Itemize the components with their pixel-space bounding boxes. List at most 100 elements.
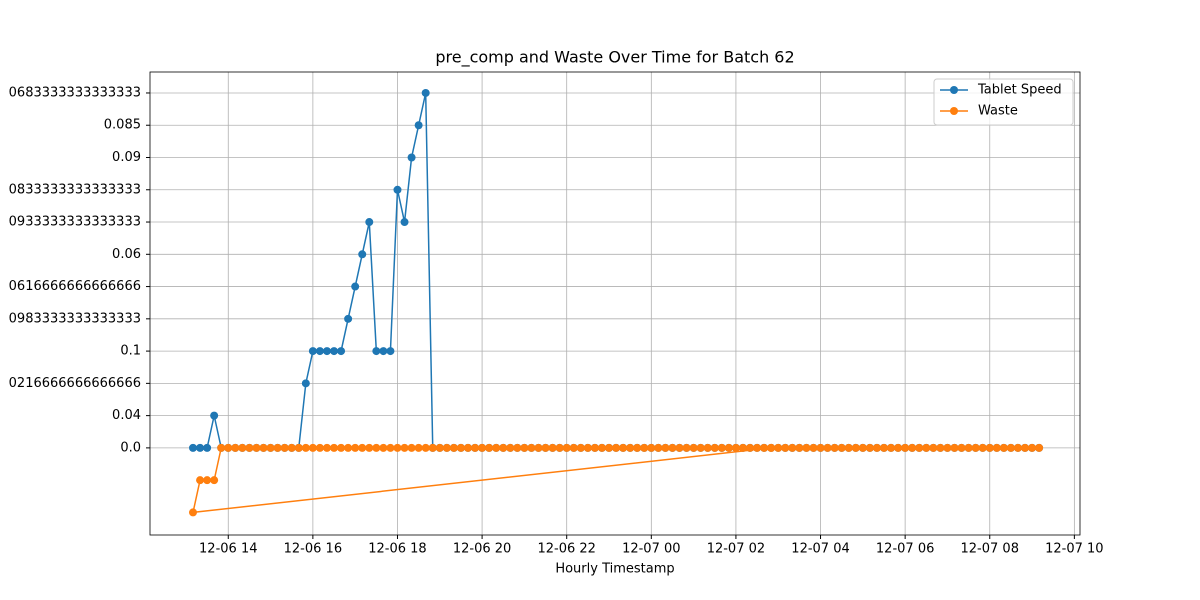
point <box>435 443 444 452</box>
x-tick-label: 12-07 04 <box>791 542 849 557</box>
y-tick-label: 0933333333333333 <box>9 215 141 230</box>
point <box>330 443 339 452</box>
point <box>386 443 395 452</box>
point <box>985 443 994 452</box>
point <box>266 443 275 452</box>
point <box>837 443 846 452</box>
point <box>379 443 388 452</box>
point <box>703 443 712 452</box>
point <box>887 443 896 452</box>
legend-marker <box>950 86 958 94</box>
point <box>280 443 289 452</box>
point <box>753 443 762 452</box>
point <box>358 443 367 452</box>
x-tick-label: 12-07 06 <box>876 542 934 557</box>
point <box>541 443 550 452</box>
point <box>456 443 465 452</box>
point <box>210 476 219 485</box>
point <box>1013 443 1022 452</box>
point <box>231 443 240 452</box>
point <box>1021 443 1030 452</box>
point <box>322 347 331 356</box>
point <box>569 443 578 452</box>
point <box>823 443 832 452</box>
point <box>245 443 254 452</box>
series-line <box>192 447 1040 514</box>
point <box>1028 443 1037 452</box>
point <box>964 443 973 452</box>
y-tick-label: 0.1 <box>120 344 141 359</box>
point <box>865 443 874 452</box>
point <box>576 443 585 452</box>
point <box>301 379 310 388</box>
point <box>238 443 247 452</box>
plot-frame <box>149 71 1081 536</box>
legend-label: Waste <box>978 104 1018 119</box>
point <box>978 443 987 452</box>
point <box>668 443 677 452</box>
point <box>442 443 451 452</box>
point <box>1035 443 1044 452</box>
point <box>463 443 472 452</box>
point <box>386 347 395 356</box>
point <box>802 443 811 452</box>
x-tick-label: 12-07 00 <box>622 542 680 557</box>
chart-title: pre_comp and Waste Over Time for Batch 6… <box>435 48 794 68</box>
point <box>513 443 522 452</box>
point <box>449 443 458 452</box>
point <box>583 443 592 452</box>
y-tick-label: 0983333333333333 <box>9 311 141 326</box>
point <box>879 443 888 452</box>
point <box>760 443 769 452</box>
point <box>407 443 416 452</box>
point <box>901 443 910 452</box>
point <box>259 443 268 452</box>
point <box>633 443 642 452</box>
point <box>809 443 818 452</box>
point <box>273 443 282 452</box>
point <box>520 443 529 452</box>
point <box>612 443 621 452</box>
y-tick-label: 0.09 <box>112 150 141 165</box>
legend-box <box>933 78 1074 126</box>
point <box>929 443 938 452</box>
x-tick-label: 12-06 18 <box>368 542 426 557</box>
point <box>640 443 649 452</box>
point <box>217 443 226 452</box>
point <box>1006 443 1015 452</box>
point <box>301 443 310 452</box>
series <box>189 443 1044 517</box>
point <box>372 347 381 356</box>
point <box>393 185 402 194</box>
point <box>696 443 705 452</box>
y-tick-label: 0616666666666666 <box>9 279 141 294</box>
point <box>936 443 945 452</box>
point <box>738 443 747 452</box>
point <box>717 443 726 452</box>
point <box>555 443 564 452</box>
point <box>414 121 423 130</box>
point <box>731 443 740 452</box>
point <box>682 443 691 452</box>
point <box>534 443 543 452</box>
x-axis-label: Hourly Timestamp <box>555 562 674 577</box>
x-tick-label: 12-06 14 <box>199 542 257 557</box>
point <box>428 443 437 452</box>
point <box>647 443 656 452</box>
point <box>943 443 952 452</box>
point <box>414 443 423 452</box>
point <box>908 443 917 452</box>
point <box>196 443 205 452</box>
point <box>365 443 374 452</box>
point <box>478 443 487 452</box>
x-tick-label: 12-06 22 <box>537 542 595 557</box>
x-tick-label: 12-07 08 <box>961 542 1019 557</box>
y-tick-label: 0.0 <box>120 440 141 455</box>
point <box>597 443 606 452</box>
y-tick-label: 0.085 <box>104 118 141 133</box>
point <box>344 314 353 323</box>
point <box>774 443 783 452</box>
point <box>210 411 219 420</box>
y-tick-label: 0683333333333333 <box>9 85 141 100</box>
point <box>654 443 663 452</box>
